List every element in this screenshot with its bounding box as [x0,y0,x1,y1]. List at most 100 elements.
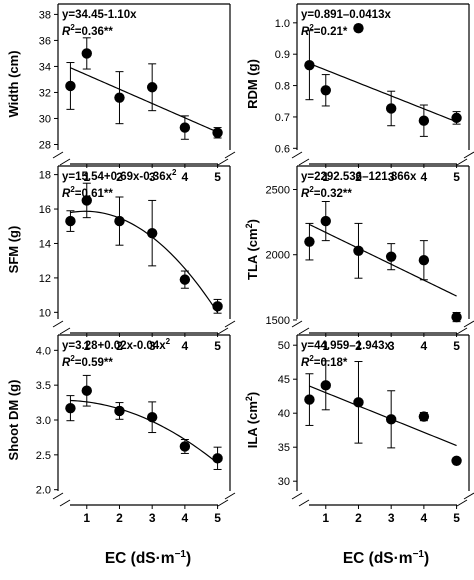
data-point [304,59,315,71]
axis-break-mark [291,151,303,159]
axis-break-mark [456,499,468,507]
equation-label: y=3.28+0.02x-0.04x2 [62,337,171,352]
data-point [385,251,397,262]
x-tick-label: 5 [214,511,221,525]
data-point [146,412,158,423]
y-tick-label: 32 [39,87,51,99]
axis-break-mark [59,499,71,507]
data-point [418,411,430,422]
equation-text: y=0.891–0.0413x [301,9,391,21]
data-point [418,115,430,126]
r-squared-label: R2=0.21* [301,23,348,38]
x-tick-label: 2 [355,170,362,184]
equation-superscript: 2 [166,337,171,346]
equation-superscript: 2 [172,168,177,177]
y-tick-label: 0.6 [275,143,290,155]
y-axis-label-superscript: 2 [244,223,254,228]
y-tick-label: 35 [278,442,290,454]
axis-break-mark [298,158,310,166]
fit-line [309,385,457,447]
axis-break-mark [291,492,303,500]
y-tick-label: 30 [278,476,290,488]
x-axis-label: EC (dS·m−1) [343,549,429,567]
data-point [65,80,76,92]
axis-break-mark [59,327,71,335]
y-tick-label: 34 [39,61,51,73]
fit-line [70,67,218,133]
y-axis-label: Shoot DM (g) [6,380,21,461]
r-squared-superscript: 2 [309,354,314,363]
y-tick-label: 3.0 [36,415,51,427]
x-tick-label: 4 [182,339,189,353]
r-squared-value: =0.18* [314,357,348,369]
r-squared-symbol: R [301,26,310,38]
y-tick-label: 2500 [266,184,290,196]
y-axis-label-text: Shoot DM (g) [6,380,21,461]
axis-break-mark [298,499,310,507]
y-axis-label-text: TLA (cm [245,228,260,280]
axis-break-mark [456,327,468,335]
y-axis-label: SFM (g) [6,226,21,274]
axis-break-mark [52,320,64,328]
x-tick-label: 4 [421,511,428,525]
x-tick-label: 2 [355,339,362,353]
y-axis-label: TLA (cm2) [244,219,260,280]
axis-break-mark [52,492,64,500]
y-axis-label: RDM (g) [245,59,260,109]
r-squared-superscript: 2 [309,23,314,32]
equation-text: y=2292.536–121.866x [301,171,417,183]
axis-break-mark [52,151,64,159]
r-squared-symbol: R [62,188,71,200]
data-point [451,112,462,124]
fit-line [309,62,457,123]
y-tick-label: 2.5 [36,450,51,462]
r-squared-superscript: 2 [70,23,75,32]
y-tick-label: 38 [39,9,51,21]
axis-break-mark [463,492,474,500]
x-axis-label-superscript: −1 [413,549,425,560]
x-tick-label: 1 [322,170,329,184]
axis-break-mark [291,320,303,328]
y-tick-label: 18 [39,170,51,182]
r-squared-value: =0.61** [75,188,114,200]
r-squared-symbol: R [301,357,310,369]
equation-label: y=2292.536–121.866x [301,171,417,183]
r-squared-symbol: R [301,188,310,200]
x-axis-label: EC (dS·m−1) [105,549,191,567]
y-tick-label: 0.7 [275,112,290,124]
r-squared-label: R2=0.18* [301,354,348,369]
r-squared-label: R2=0.32** [301,185,352,200]
y-tick-label: 50 [278,340,290,352]
data-point [81,385,92,396]
y-tick-label: 2000 [266,250,290,262]
y-tick-label: 40 [278,408,290,420]
y-tick-label: 14 [39,238,51,250]
y-tick-label: 0.9 [275,49,290,61]
data-point [65,402,76,414]
y-tick-label: 0.8 [275,81,290,93]
equation-label: y=34.45-1.10x [62,9,137,21]
x-tick-label: 1 [83,170,90,184]
axis-break-mark [456,158,468,166]
equation-text: y=15.54+0.69x-0.36x [62,171,173,183]
data-point [353,397,364,408]
x-tick-label: 5 [453,170,460,184]
x-tick-label: 3 [149,339,156,353]
equation-label: y=44.959–1.943x [301,340,391,352]
x-tick-label: 3 [149,170,156,184]
x-axis-label-text: EC (dS·m [343,550,413,567]
r-squared-value: =0.21* [314,26,348,38]
axis-break-mark [217,158,229,166]
x-tick-label: 5 [453,511,460,525]
y-axis-label: ILA (cm2) [244,392,260,449]
x-tick-label: 1 [322,511,329,525]
r-squared-label: R2=0.61** [62,185,113,200]
data-point [81,195,92,206]
axis-break-mark [463,320,474,328]
y-tick-label: 10 [39,307,51,319]
data-point [353,245,364,257]
panel-2: 0.60.70.80.91.01 2 3 4 5y=0.891–0.0413xR2=0.… [245,3,474,184]
data-point [304,236,315,247]
